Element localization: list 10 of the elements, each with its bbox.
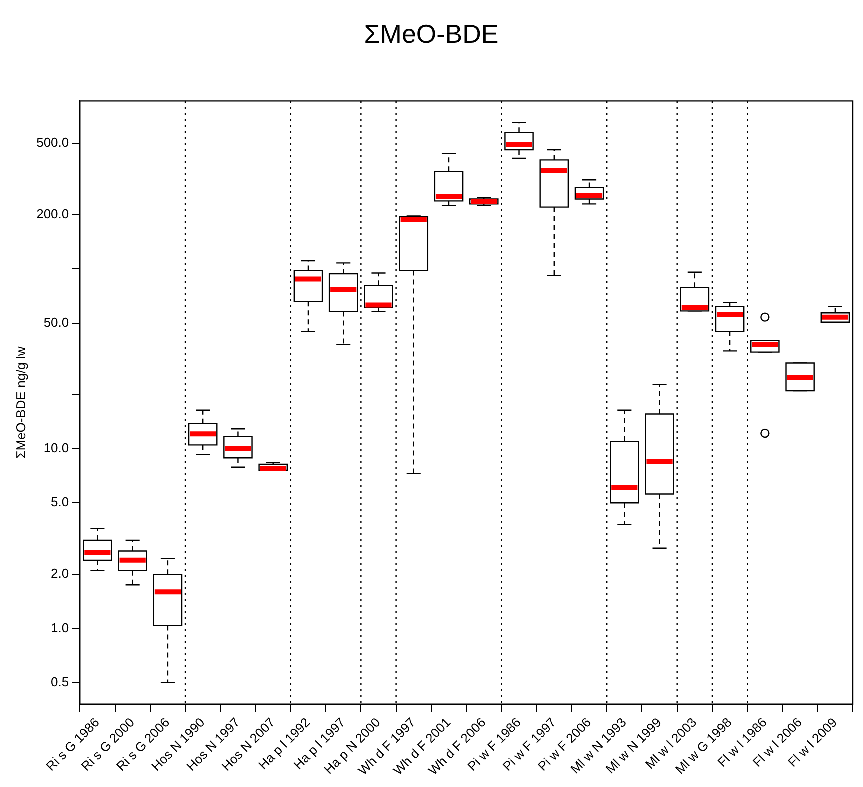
- y-tick-label: 200.0: [36, 206, 70, 222]
- y-tick-label: 50.0: [44, 314, 70, 330]
- y-tick-label: 500.0: [36, 135, 70, 150]
- chart-title: ΣMeO-BDE: [364, 18, 499, 49]
- y-tick-label: 2.0: [51, 566, 70, 582]
- y-tick-label: 1.0: [51, 620, 70, 636]
- y-tick-label: 5.0: [51, 494, 70, 510]
- y-tick-label: 10.0: [44, 440, 70, 456]
- y-tick-label: 0.5: [51, 674, 70, 690]
- y-axis-title: ΣMeO-BDE ng/g lw: [13, 346, 28, 459]
